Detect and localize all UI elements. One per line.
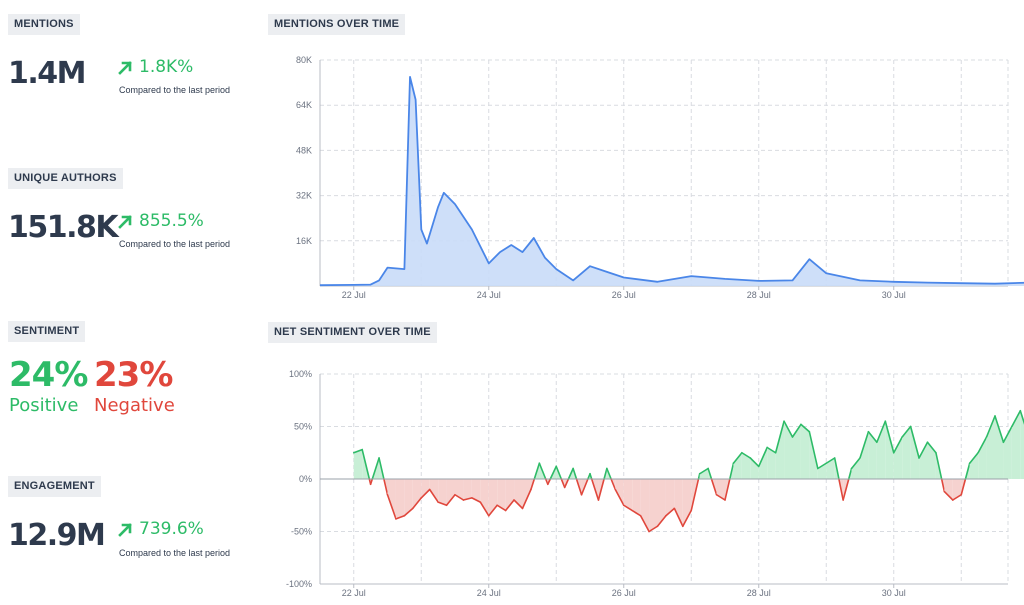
mentions-value: 1.4M — [8, 56, 87, 91]
y-tick-label: 80K — [296, 55, 312, 65]
mentions-note: Compared to the last period — [119, 85, 231, 95]
negative-percentage: 23% — [94, 355, 173, 395]
positive-percentage: 24% — [9, 355, 88, 395]
mentions-change: 1.8K% — [118, 57, 193, 77]
engagement-change: 739.6% — [118, 519, 204, 539]
engagement-title: ENGAGEMENT — [8, 476, 101, 497]
mentions-area — [320, 76, 1024, 286]
authors-note: Compared to the last period — [119, 239, 231, 249]
authors-change: 855.5% — [118, 211, 204, 231]
sentiment-title: SENTIMENT — [8, 321, 86, 342]
positive-label: Positive — [9, 395, 79, 416]
mentions-chart-title: MENTIONS OVER TIME — [268, 14, 406, 35]
mentions-title: MENTIONS — [8, 14, 80, 35]
x-tick-label: 28 Jul — [747, 290, 771, 300]
authors-change-value: 855.5% — [139, 211, 204, 231]
arrow-up-right-icon — [118, 214, 132, 229]
negative-label: Negative — [94, 395, 175, 416]
arrow-up-right-icon — [118, 60, 132, 75]
x-tick-label: 26 Jul — [612, 290, 636, 300]
engagement-value: 12.9M — [8, 518, 106, 553]
mentions-change-value: 1.8K% — [139, 57, 194, 77]
arrow-up-right-icon — [118, 522, 132, 537]
authors-title: UNIQUE AUTHORS — [8, 168, 123, 189]
sentiment-chart-title: NET SENTIMENT OVER TIME — [268, 322, 437, 343]
y-tick-label: 16K — [296, 236, 312, 246]
engagement-change-value: 739.6% — [139, 519, 204, 539]
x-tick-label: 30 Jul — [882, 290, 906, 300]
y-tick-label: 64K — [296, 100, 312, 110]
y-tick-label: 32K — [296, 191, 312, 201]
y-tick-label: 48K — [296, 145, 312, 155]
engagement-note: Compared to the last period — [119, 548, 231, 558]
mentions-line — [319, 76, 1024, 287]
authors-value: 151.8K — [8, 210, 119, 245]
x-tick-label: 24 Jul — [477, 290, 501, 300]
x-tick-label: 22 Jul — [342, 290, 366, 300]
